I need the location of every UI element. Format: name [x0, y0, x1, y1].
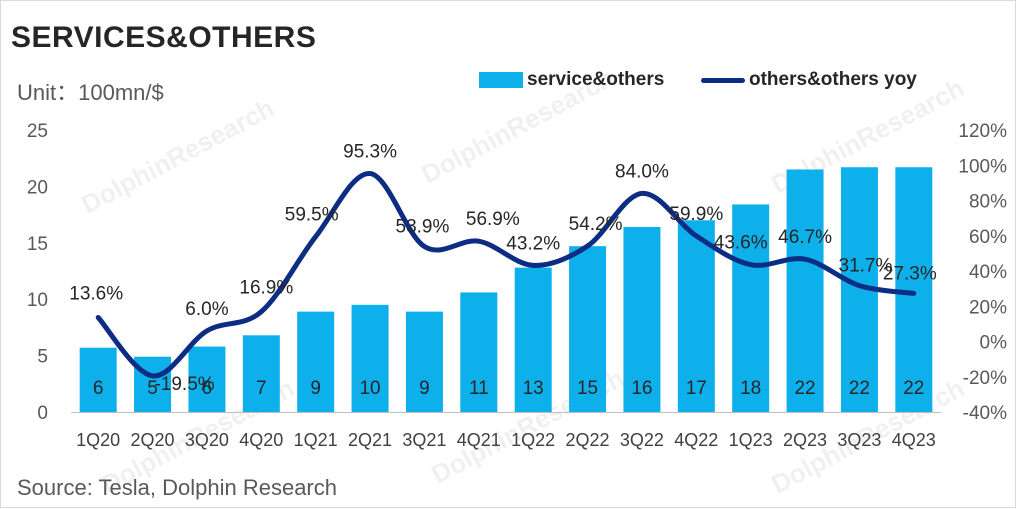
bar-service-others	[242, 335, 280, 412]
bar-service-others	[460, 292, 498, 412]
bar-service-others	[79, 347, 117, 412]
bar-service-others	[351, 304, 389, 412]
y-right-tick-label: 0%	[980, 333, 1008, 354]
line-value-label: 53.9%	[396, 217, 450, 238]
x-tick-label: 2Q23	[783, 430, 827, 450]
line-value-label: 31.7%	[839, 256, 893, 277]
bar-service-others	[405, 311, 443, 412]
bar-service-others	[677, 220, 715, 412]
y-right-tick-label: 80%	[969, 192, 1007, 213]
y-left-tick-label: 25	[27, 121, 48, 142]
line-value-label: 54.2%	[569, 214, 623, 235]
bar-value-label: 7	[256, 378, 267, 399]
bar-value-label: 18	[740, 378, 761, 399]
x-tick-label: 4Q20	[239, 430, 283, 450]
bar-value-label: 6	[202, 378, 213, 399]
source-note: Source: Tesla, Dolphin Research	[17, 475, 337, 500]
line-value-label: -19.5%	[154, 374, 214, 395]
y-right-tick-label: 100%	[958, 156, 1007, 177]
bar-service-others	[895, 167, 933, 412]
x-tick-label: 2Q20	[131, 430, 175, 450]
bar-service-others	[732, 204, 770, 412]
line-value-label: 27.3%	[883, 263, 937, 284]
y-left-tick-label: 15	[27, 234, 48, 255]
y-right-tick-label: 20%	[969, 297, 1007, 318]
y-right-tick-label: 60%	[969, 227, 1007, 248]
x-tick-label: 4Q22	[674, 430, 718, 450]
chart-title: SERVICES&OTHERS	[11, 21, 317, 54]
line-others-yoy	[95, 171, 917, 379]
legend-label-bar: service&others	[527, 69, 665, 90]
x-tick-label: 1Q23	[729, 430, 773, 450]
y-left-tick-label: 5	[37, 347, 48, 368]
line-value-label: 6.0%	[185, 299, 228, 320]
bar-service-others	[297, 311, 335, 412]
line-value-label: 56.9%	[466, 209, 520, 230]
bar-value-label: 9	[419, 378, 430, 399]
bar-service-others	[188, 346, 226, 412]
line-value-label: 59.5%	[285, 205, 339, 226]
line-value-label: 43.2%	[506, 233, 560, 254]
y-right-tick-label: 40%	[969, 262, 1007, 283]
bar-value-label: 9	[310, 378, 321, 399]
y-right-tick-label: -40%	[963, 403, 1007, 424]
legend-item-line: others&others yoy	[701, 67, 917, 93]
bar-service-others	[786, 169, 824, 412]
bar-value-label: 17	[686, 378, 707, 399]
line-value-label: 95.3%	[343, 142, 397, 163]
y-left-tick-label: 20	[27, 177, 48, 198]
bar-value-label: 22	[849, 378, 870, 399]
bar-value-label: 6	[93, 378, 104, 399]
x-tick-label: 1Q20	[76, 430, 120, 450]
bar-service-others	[514, 267, 552, 412]
legend-swatch-line	[701, 77, 745, 83]
x-tick-label: 1Q22	[511, 430, 555, 450]
legend-label-line: others&others yoy	[749, 69, 917, 90]
bar-value-label: 15	[577, 378, 598, 399]
x-tick-label: 4Q21	[457, 430, 501, 450]
x-tick-label: 3Q23	[837, 430, 881, 450]
y-left-tick-label: 10	[27, 290, 48, 311]
y-right-tick-label: 120%	[958, 121, 1007, 142]
bar-value-label: 10	[359, 378, 380, 399]
x-tick-label: 2Q22	[566, 430, 610, 450]
x-tick-label: 3Q20	[185, 430, 229, 450]
x-tick-label: 3Q21	[402, 430, 446, 450]
legend-swatch-bar	[479, 72, 523, 88]
line-value-label: 46.7%	[778, 227, 832, 248]
unit-label: Unit：100mn/$	[17, 80, 164, 105]
bar-value-label: 22	[794, 378, 815, 399]
bar-service-others	[569, 246, 607, 412]
line-value-label: 84.0%	[615, 161, 669, 182]
legend-item-bar: service&others	[479, 67, 664, 93]
x-tick-label: 2Q21	[348, 430, 392, 450]
line-value-label: 16.9%	[239, 278, 293, 299]
x-tick-label: 4Q23	[892, 430, 936, 450]
line-value-label: 13.6%	[69, 284, 123, 305]
bar-value-label: 5	[147, 378, 158, 399]
x-tick-label: 1Q21	[294, 430, 338, 450]
line-value-label: 59.9%	[669, 204, 723, 225]
y-left-tick-label: 0	[37, 403, 48, 424]
bar-service-others	[623, 227, 661, 412]
bar-value-label: 11	[469, 378, 489, 399]
bar-value-label: 16	[631, 378, 652, 399]
x-tick-label: 3Q22	[620, 430, 664, 450]
bar-service-others	[134, 356, 172, 412]
y-right-tick-label: -20%	[963, 368, 1007, 389]
bar-value-label: 13	[523, 378, 544, 399]
line-value-label: 43.6%	[714, 233, 768, 254]
bar-value-label: 22	[903, 378, 924, 399]
